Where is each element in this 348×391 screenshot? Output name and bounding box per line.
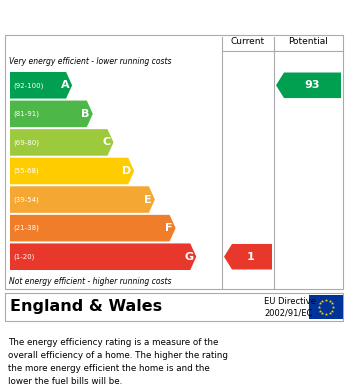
Text: A: A: [61, 80, 69, 90]
Text: (21-38): (21-38): [13, 225, 39, 231]
Text: C: C: [102, 137, 111, 147]
Bar: [5, 293, 343, 321]
Polygon shape: [10, 186, 155, 213]
Text: England & Wales: England & Wales: [10, 300, 162, 314]
Polygon shape: [10, 72, 72, 99]
Text: Very energy efficient - lower running costs: Very energy efficient - lower running co…: [9, 57, 172, 66]
Text: D: D: [122, 166, 131, 176]
Text: G: G: [184, 252, 193, 262]
Text: (69-80): (69-80): [13, 139, 39, 146]
Text: (92-100): (92-100): [13, 82, 44, 88]
Text: (81-91): (81-91): [13, 111, 39, 117]
Polygon shape: [10, 215, 176, 241]
Polygon shape: [10, 129, 113, 156]
Polygon shape: [10, 100, 93, 127]
Text: 2002/91/EC: 2002/91/EC: [264, 309, 313, 318]
Text: Not energy efficient - higher running costs: Not energy efficient - higher running co…: [9, 276, 172, 285]
Text: (55-68): (55-68): [13, 168, 39, 174]
Text: The energy efficiency rating is a measure of the
overall efficiency of a home. T: The energy efficiency rating is a measur…: [8, 338, 228, 386]
Text: Current: Current: [231, 38, 265, 47]
Polygon shape: [10, 244, 196, 270]
Polygon shape: [276, 72, 341, 98]
Text: 93: 93: [304, 80, 320, 90]
Text: (39-54): (39-54): [13, 196, 39, 203]
Polygon shape: [10, 158, 134, 184]
Text: 1: 1: [247, 252, 254, 262]
Bar: [309, 295, 343, 319]
Text: (1-20): (1-20): [13, 253, 34, 260]
Text: E: E: [144, 195, 152, 204]
Polygon shape: [224, 244, 272, 269]
Text: B: B: [81, 109, 90, 119]
Text: EU Directive: EU Directive: [264, 297, 316, 306]
Text: Energy Efficiency Rating: Energy Efficiency Rating: [8, 7, 237, 25]
Text: Potential: Potential: [288, 38, 329, 47]
Text: F: F: [165, 223, 173, 233]
